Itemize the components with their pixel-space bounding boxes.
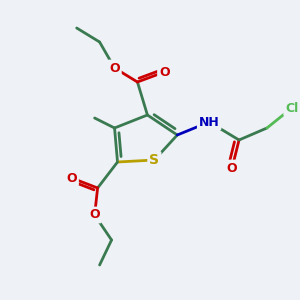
Text: O: O [227,161,237,175]
Text: O: O [159,65,170,79]
Text: S: S [149,153,159,167]
Text: O: O [89,208,100,221]
Text: NH: NH [199,116,220,128]
Text: Cl: Cl [285,101,298,115]
Text: O: O [109,61,120,74]
Text: O: O [66,172,77,184]
